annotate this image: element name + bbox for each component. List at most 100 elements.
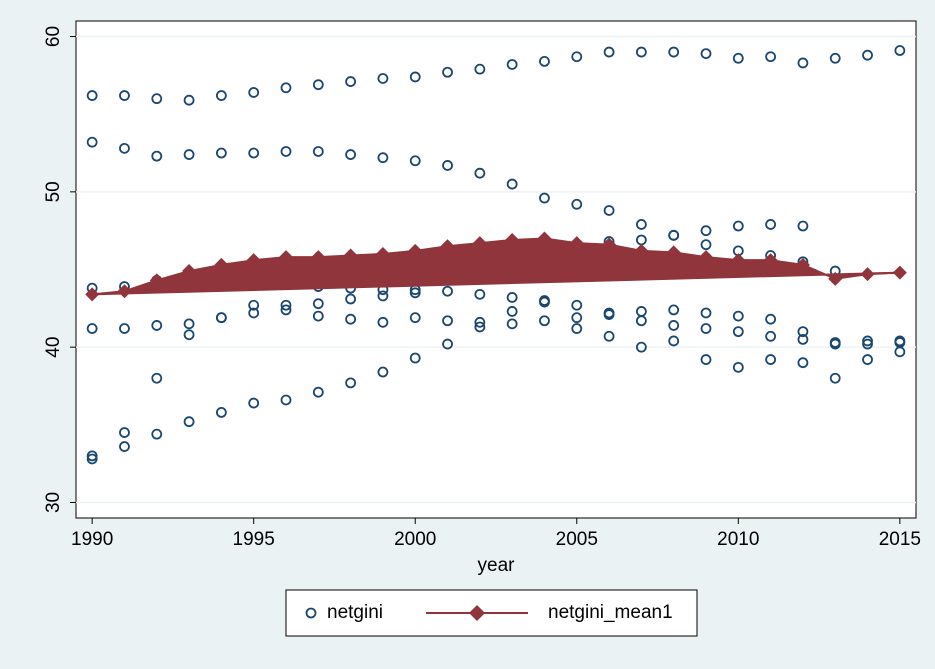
point xyxy=(409,71,421,83)
mean-marker xyxy=(634,243,649,258)
point xyxy=(474,63,486,75)
point xyxy=(862,49,873,61)
point xyxy=(797,357,809,369)
point xyxy=(797,326,809,338)
point xyxy=(894,45,906,56)
point xyxy=(442,338,453,350)
point xyxy=(409,352,421,364)
point xyxy=(474,167,486,179)
point xyxy=(248,299,260,311)
point xyxy=(119,427,130,438)
point xyxy=(862,354,873,365)
point xyxy=(506,318,518,330)
point xyxy=(280,146,292,157)
mean-marker xyxy=(569,236,584,251)
point xyxy=(248,397,260,409)
point xyxy=(183,329,195,341)
mean-marker xyxy=(311,250,326,265)
point xyxy=(86,136,98,148)
point xyxy=(215,147,227,159)
x-tick-label: 2000 xyxy=(394,529,436,550)
x-tick-label: 1990 xyxy=(71,529,113,550)
point xyxy=(506,59,518,70)
point xyxy=(345,293,357,305)
mean-marker xyxy=(182,264,197,279)
point xyxy=(183,149,195,160)
point xyxy=(571,198,583,210)
point xyxy=(409,287,421,299)
point xyxy=(765,330,777,342)
mean-marker xyxy=(537,231,552,246)
mean-marker xyxy=(472,236,487,251)
point xyxy=(635,315,647,327)
mean-marker xyxy=(505,232,520,247)
point xyxy=(183,318,195,330)
point xyxy=(248,307,260,319)
point xyxy=(345,149,357,160)
point xyxy=(797,333,809,345)
point xyxy=(506,178,518,190)
point xyxy=(765,219,777,230)
mean-marker xyxy=(892,265,907,280)
point xyxy=(732,220,744,232)
point xyxy=(765,51,777,63)
point xyxy=(829,52,841,64)
point xyxy=(700,239,712,251)
mean-marker xyxy=(763,253,778,268)
point xyxy=(215,406,227,418)
point xyxy=(700,48,712,60)
y-tick-label: 40 xyxy=(43,337,64,358)
point xyxy=(506,306,518,317)
point xyxy=(312,386,324,398)
point xyxy=(474,316,486,328)
point xyxy=(215,90,227,101)
point xyxy=(442,66,453,78)
point xyxy=(215,312,227,324)
point xyxy=(732,310,744,322)
point xyxy=(829,338,841,350)
point xyxy=(668,46,680,58)
mean-marker xyxy=(699,250,713,265)
point xyxy=(119,142,130,154)
point xyxy=(862,335,873,347)
point xyxy=(442,315,453,327)
point xyxy=(797,220,809,232)
point xyxy=(345,377,357,389)
point xyxy=(86,450,98,462)
point xyxy=(312,310,324,322)
point xyxy=(635,341,647,353)
point xyxy=(377,366,389,378)
point xyxy=(312,146,324,157)
mean-marker xyxy=(246,253,261,268)
point xyxy=(765,354,777,365)
y-tick-label: 30 xyxy=(43,492,64,513)
point xyxy=(86,323,98,334)
point xyxy=(506,292,518,303)
mean-marker xyxy=(343,248,358,263)
point xyxy=(539,296,550,308)
point xyxy=(280,394,292,406)
point xyxy=(151,320,163,331)
point xyxy=(377,316,389,328)
point xyxy=(635,46,647,58)
point xyxy=(183,94,195,106)
point xyxy=(86,453,98,465)
point xyxy=(151,372,163,384)
mean-marker xyxy=(408,243,423,258)
point xyxy=(571,323,583,334)
point xyxy=(151,150,163,162)
point xyxy=(345,76,357,87)
point xyxy=(280,304,292,316)
point xyxy=(119,90,130,101)
point xyxy=(668,304,680,316)
mean-marker xyxy=(279,250,293,265)
mean-marker xyxy=(117,284,132,299)
mean-marker xyxy=(375,246,390,261)
point xyxy=(539,315,550,327)
legend-marker xyxy=(469,605,485,621)
y-tick-label: 50 xyxy=(43,181,64,202)
point xyxy=(377,290,389,302)
point xyxy=(603,330,615,342)
y-tick-label: 60 xyxy=(43,26,64,47)
